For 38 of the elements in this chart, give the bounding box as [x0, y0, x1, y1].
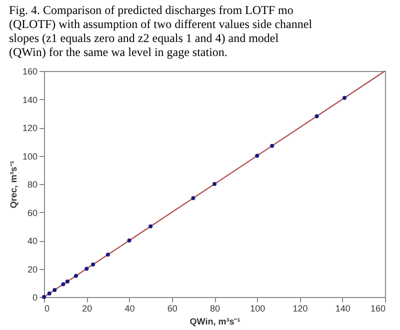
point: [127, 238, 132, 242]
point: [47, 291, 52, 296]
y-tick-label: 120: [22, 123, 38, 133]
y-tick-label: 20: [27, 264, 38, 274]
point: [52, 288, 57, 292]
point: [191, 196, 196, 200]
x-tick-label: 100: [250, 304, 266, 314]
y-tick-label: 60: [27, 208, 38, 218]
point: [61, 282, 66, 286]
point: [342, 96, 347, 100]
point: [42, 295, 46, 299]
y-tick-label: 40: [27, 236, 38, 246]
y-axis-title: Qrec, m³s⁻¹: [8, 160, 18, 208]
x-tick-label: 0: [44, 304, 50, 314]
x-tick-label: 80: [210, 304, 220, 314]
point: [270, 144, 274, 148]
point: [255, 154, 260, 158]
y-tick-label: 0: [32, 292, 38, 302]
chart-title: Fig. 4. Comparison of predicted discharges from LOTF mo (QLOTF) with assumption of two different values side channel slopes (z1 equals zero and z2 equals 1 and 4) and model (QWin) for the same wa level in gage station.: [8, 3, 313, 59]
y-tick-label: 100: [22, 151, 38, 162]
x-axis-title: QWin, m³s⁻¹: [190, 316, 240, 326]
y-tick-label: 140: [22, 94, 38, 105]
point: [91, 262, 96, 267]
x-tick-label: 20: [82, 304, 92, 314]
point: [148, 224, 153, 228]
point: [84, 266, 89, 271]
y-tick-label: 80: [27, 180, 38, 190]
point: [106, 252, 110, 257]
point: [212, 182, 216, 186]
point: [65, 279, 70, 284]
x-tick-label: 40: [124, 304, 135, 314]
y-tick-label: 160: [22, 66, 38, 76]
x-tick-label: 60: [167, 304, 178, 314]
x-tick-label: 140: [335, 304, 350, 314]
x-tick-label: 120: [292, 304, 308, 314]
x-tick-label: 160: [370, 304, 386, 314]
point: [314, 114, 319, 118]
point: [74, 274, 78, 278]
